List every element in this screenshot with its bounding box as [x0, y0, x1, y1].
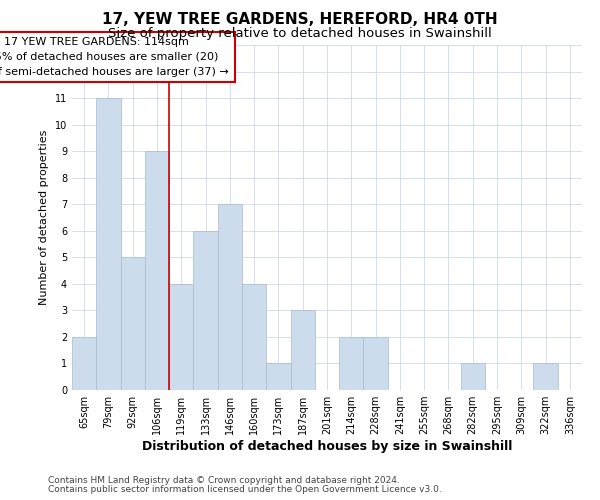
Text: Contains public sector information licensed under the Open Government Licence v3: Contains public sector information licen… — [48, 485, 442, 494]
Bar — [364, 337, 388, 390]
Y-axis label: Number of detached properties: Number of detached properties — [39, 130, 49, 305]
Bar — [339, 337, 364, 390]
Bar — [461, 364, 485, 390]
Bar — [193, 231, 218, 390]
Bar — [145, 151, 169, 390]
Bar — [290, 310, 315, 390]
Bar — [121, 258, 145, 390]
Bar — [218, 204, 242, 390]
Text: Size of property relative to detached houses in Swainshill: Size of property relative to detached ho… — [108, 28, 492, 40]
Bar — [242, 284, 266, 390]
Bar — [169, 284, 193, 390]
Text: 17, YEW TREE GARDENS, HEREFORD, HR4 0TH: 17, YEW TREE GARDENS, HEREFORD, HR4 0TH — [102, 12, 498, 28]
Bar — [96, 98, 121, 390]
Text: Contains HM Land Registry data © Crown copyright and database right 2024.: Contains HM Land Registry data © Crown c… — [48, 476, 400, 485]
Text: 17 YEW TREE GARDENS: 114sqm
← 35% of detached houses are smaller (20)
65% of sem: 17 YEW TREE GARDENS: 114sqm ← 35% of det… — [0, 37, 229, 76]
Bar — [266, 364, 290, 390]
X-axis label: Distribution of detached houses by size in Swainshill: Distribution of detached houses by size … — [142, 440, 512, 453]
Bar — [72, 337, 96, 390]
Bar — [533, 364, 558, 390]
